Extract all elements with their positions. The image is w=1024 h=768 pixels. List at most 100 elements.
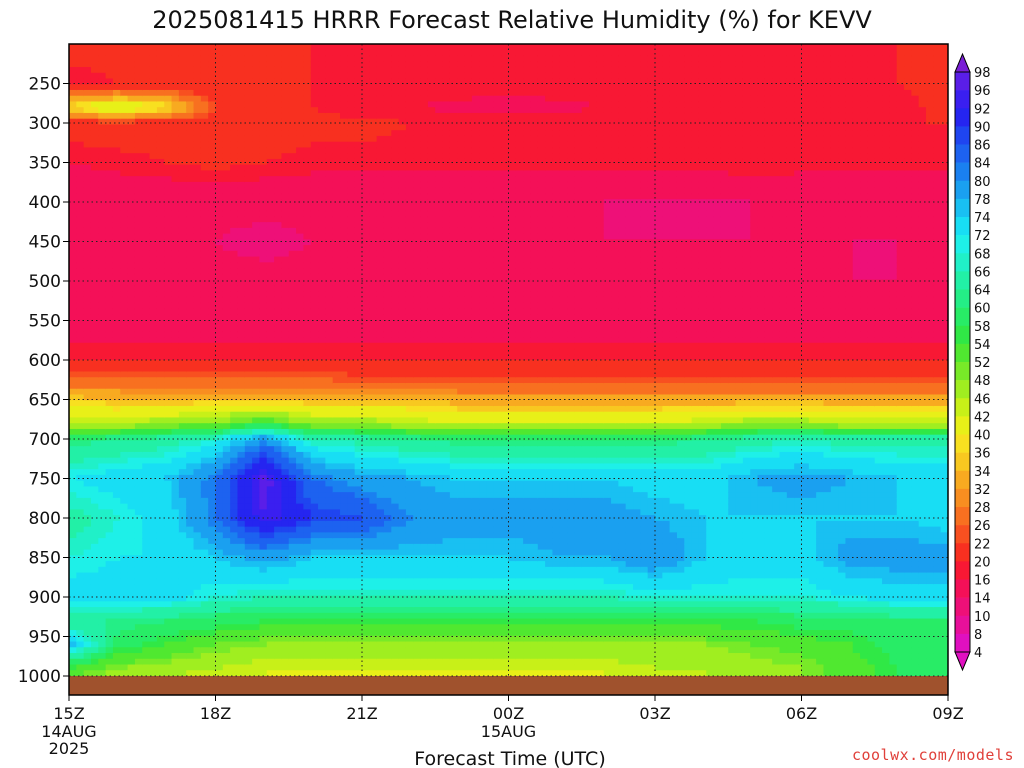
heat-cell (90, 193, 100, 200)
heat-cell (347, 451, 356, 459)
heat-cell (149, 227, 158, 235)
heat-cell (120, 291, 129, 298)
heat-cell (69, 314, 78, 321)
heat-cell (376, 227, 385, 235)
heat-cell (156, 589, 166, 597)
heat-cell (369, 273, 378, 281)
heat-cell (149, 555, 158, 562)
heat-cell (76, 337, 85, 344)
heat-cell (340, 658, 349, 666)
heat-cell (186, 227, 195, 235)
heat-cell (398, 176, 407, 183)
heat-cell (310, 618, 319, 626)
heat-cell (230, 630, 239, 637)
heat-cell (171, 423, 180, 430)
heat-cell (112, 647, 122, 654)
heat-cell (398, 210, 407, 218)
heat-cell (112, 635, 122, 643)
heat-cell (193, 463, 202, 470)
heat-cell (98, 285, 107, 292)
heat-cell (69, 222, 78, 229)
heat-cell (303, 566, 312, 574)
heat-cell (347, 434, 356, 442)
heat-cell (259, 480, 268, 488)
heat-cell (112, 112, 122, 120)
heat-cell (244, 440, 253, 447)
heat-cell (340, 61, 349, 68)
heat-cell (90, 118, 100, 126)
heat-cell (362, 130, 371, 137)
heat-cell (127, 78, 136, 86)
heat-cell (266, 124, 275, 131)
heat-cell (354, 411, 363, 419)
heat-cell (90, 474, 100, 482)
heat-cell (200, 630, 209, 637)
heat-cell (112, 595, 122, 603)
heat-cell (127, 176, 136, 183)
heat-cell (69, 670, 78, 676)
heat-cell (340, 233, 349, 241)
heat-cell (83, 348, 92, 356)
heat-cell (127, 601, 136, 608)
heat-cell (383, 308, 393, 315)
heat-cell (310, 164, 319, 172)
heat-cell (164, 49, 173, 57)
heat-cell (288, 268, 297, 275)
heat-cell (252, 549, 261, 557)
heat-cell (200, 342, 209, 350)
heat-cell (252, 325, 261, 333)
heat-cell (281, 526, 290, 534)
heat-cell (171, 233, 180, 241)
heat-cell (112, 239, 122, 246)
heat-cell (332, 417, 341, 424)
heat-cell (193, 331, 202, 338)
heat-cell (288, 566, 297, 574)
heat-cell (134, 337, 144, 344)
heat-cell (156, 653, 166, 660)
heat-cell (244, 262, 253, 269)
heat-cell (83, 89, 92, 97)
heat-cell (105, 348, 114, 356)
heat-cell (266, 417, 275, 424)
heat-cell (252, 308, 261, 315)
heat-cell (259, 497, 268, 505)
heat-cell (98, 141, 107, 149)
heat-cell (186, 89, 195, 97)
heat-cell (362, 647, 371, 654)
heat-cell (215, 331, 224, 338)
heat-cell (215, 543, 224, 551)
heat-cell (296, 314, 305, 321)
heat-cell (76, 463, 85, 470)
heat-cell (83, 210, 92, 218)
heat-cell (69, 216, 78, 223)
heat-cell (222, 72, 231, 80)
heat-cell (178, 147, 188, 154)
heat-cell (134, 382, 144, 390)
heat-cell (266, 388, 275, 396)
heat-cell (369, 181, 378, 189)
heat-cell (376, 382, 385, 390)
heat-cell (296, 360, 305, 367)
heat-cell (134, 66, 144, 74)
heat-cell (244, 365, 253, 373)
heat-cell (237, 417, 246, 424)
heat-cell (230, 400, 239, 407)
heat-cell (208, 382, 217, 390)
heat-cell (156, 664, 166, 672)
heat-cell (200, 584, 209, 591)
heat-cell (200, 118, 209, 126)
heat-cell (149, 314, 158, 321)
heat-cell (200, 382, 209, 390)
heat-cell (83, 480, 92, 488)
heat-cell (259, 256, 268, 264)
heat-cell (376, 314, 385, 321)
heat-cell (142, 124, 151, 131)
heat-cell (354, 423, 363, 430)
heat-cell (76, 670, 85, 676)
heat-cell (105, 526, 114, 534)
heat-cell (90, 515, 100, 522)
heat-cell (149, 658, 158, 666)
heat-cell (178, 371, 188, 379)
heat-cell (296, 658, 305, 666)
heat-cell (303, 463, 312, 470)
